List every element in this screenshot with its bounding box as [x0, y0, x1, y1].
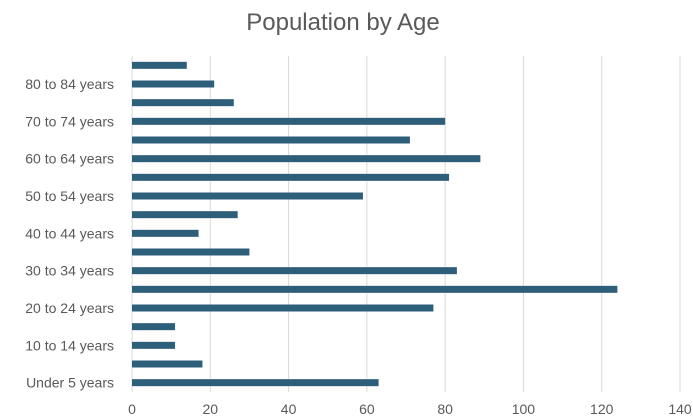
- bar-15: [132, 117, 446, 125]
- x-axis-tick-labels: 0 20 40 60 80 100 120 140: [128, 401, 692, 417]
- gridlines: [131, 56, 681, 392]
- bar-14: [132, 136, 410, 144]
- bar-5: [132, 304, 434, 312]
- bar-11: [132, 192, 363, 200]
- category-label: 20 to 24 years: [25, 300, 114, 316]
- x-tick-label: 100: [512, 401, 536, 417]
- x-tick-label: 120: [590, 401, 614, 417]
- bar-3: [132, 341, 176, 349]
- bar-4: [132, 323, 176, 331]
- bar-2: [132, 360, 203, 368]
- bars: [132, 61, 618, 387]
- bar-18: [132, 61, 187, 69]
- chart-title: Population by Age: [246, 9, 440, 36]
- bar-12: [132, 173, 450, 181]
- category-label: Under 5 years: [26, 375, 114, 391]
- category-label: 70 to 74 years: [25, 113, 114, 129]
- bar-8: [132, 248, 250, 256]
- bar-9: [132, 229, 199, 237]
- category-label: 30 to 34 years: [25, 263, 114, 279]
- x-tick-label: 20: [202, 401, 218, 417]
- category-label: 10 to 14 years: [25, 337, 114, 353]
- bar-13: [132, 155, 481, 163]
- bar-6: [132, 285, 618, 293]
- bar-1: [132, 379, 379, 387]
- bar-17: [132, 80, 215, 88]
- x-tick-label: 80: [437, 401, 453, 417]
- category-label: 80 to 84 years: [25, 76, 114, 92]
- category-labels: Under 5 years 10 to 14 years 20 to 24 year…: [25, 76, 114, 391]
- x-tick-label: 0: [128, 401, 136, 417]
- bar-16: [132, 99, 234, 107]
- x-tick-label: 140: [668, 401, 692, 417]
- category-label: 40 to 44 years: [25, 225, 114, 241]
- x-tick-label: 60: [359, 401, 375, 417]
- bar-7: [132, 267, 457, 275]
- x-tick-label: 40: [281, 401, 297, 417]
- bar-10: [132, 211, 238, 219]
- category-label: 60 to 64 years: [25, 151, 114, 167]
- category-label: 50 to 54 years: [25, 188, 114, 204]
